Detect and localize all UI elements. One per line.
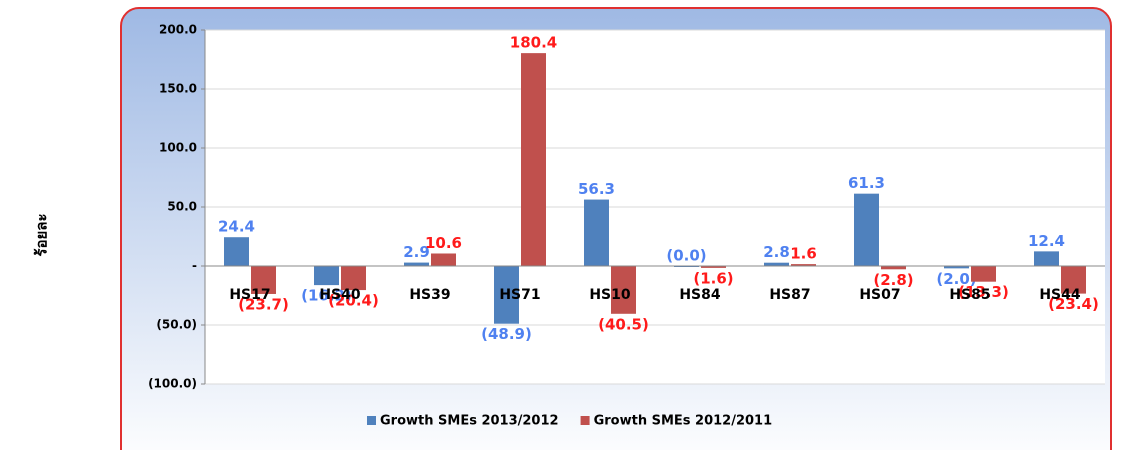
bar — [611, 266, 636, 314]
y-tick-label: 50.0 — [167, 200, 197, 214]
data-label: 24.4 — [218, 218, 255, 236]
data-label: (2.0) — [936, 270, 976, 288]
data-label: (40.5) — [598, 315, 649, 333]
bar — [521, 53, 546, 267]
data-label: (2.8) — [873, 271, 913, 289]
bar — [431, 253, 456, 266]
bar — [944, 266, 969, 269]
bar — [1061, 266, 1086, 294]
bar — [494, 266, 519, 324]
x-tick-label: HS17 — [229, 287, 270, 303]
x-tick-label: HS85 — [949, 287, 990, 303]
y-tick-label: 100.0 — [159, 141, 197, 155]
x-tick-label: HS07 — [859, 287, 900, 303]
data-label: 56.3 — [578, 180, 615, 198]
data-label: 10.6 — [425, 234, 462, 252]
bar — [314, 266, 339, 286]
bar — [701, 266, 726, 268]
y-tick-label: 200.0 — [159, 23, 197, 37]
x-tick-label: HS40 — [319, 287, 361, 303]
legend-swatch — [367, 416, 376, 425]
data-label: 2.9 — [403, 243, 430, 261]
bar — [854, 193, 879, 266]
bar — [881, 266, 906, 270]
y-tick-label: 150.0 — [159, 82, 197, 96]
data-label: 180.4 — [510, 34, 557, 52]
x-tick-label: HS84 — [679, 287, 721, 303]
bar — [764, 262, 789, 266]
x-tick-label: HS71 — [499, 287, 540, 303]
y-tick-label: (50.0) — [156, 318, 197, 332]
bar — [341, 266, 366, 291]
x-tick-label: HS10 — [589, 287, 631, 303]
data-label: (13.3) — [958, 283, 1009, 301]
bar — [971, 266, 996, 282]
bar — [224, 237, 249, 266]
bar — [1034, 251, 1059, 266]
y-tick-label: - — [192, 259, 197, 273]
x-tick-label: HS87 — [769, 287, 810, 303]
data-label: 2.8 — [763, 243, 790, 261]
data-label: (48.9) — [481, 325, 532, 343]
bar — [791, 264, 816, 266]
legend-label: Growth SMEs 2012/2011 — [594, 414, 773, 429]
data-label: (0.0) — [666, 247, 706, 265]
data-label: (23.7) — [238, 295, 289, 313]
data-label: (16.2) — [301, 287, 352, 305]
bar — [584, 199, 609, 266]
x-tick-label: HS39 — [409, 287, 450, 303]
y-axis-title: ร้อยละ — [33, 213, 51, 256]
data-label: 1.6 — [790, 245, 817, 263]
y-tick-label: (100.0) — [148, 377, 197, 391]
legend-swatch — [580, 416, 590, 425]
data-label: (20.4) — [328, 292, 379, 310]
x-tick-label: HS44 — [1039, 287, 1081, 303]
data-label: 12.4 — [1028, 232, 1065, 250]
bar — [404, 262, 429, 266]
data-label: (23.4) — [1048, 295, 1099, 313]
data-label: 61.3 — [848, 174, 885, 192]
bar — [251, 266, 276, 294]
legend-label: Growth SMEs 2013/2012 — [380, 414, 559, 429]
data-label: (1.6) — [693, 269, 733, 287]
